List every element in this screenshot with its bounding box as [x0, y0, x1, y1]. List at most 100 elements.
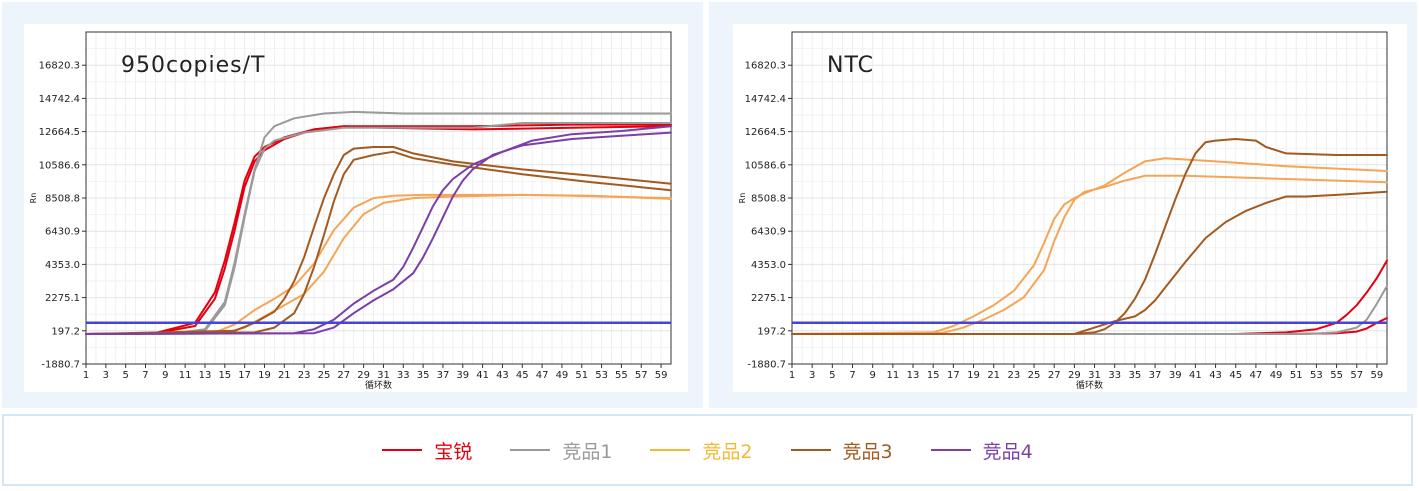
- legend-item-baorui: 宝锐: [382, 437, 472, 464]
- x-tick-label: 25: [1028, 370, 1041, 381]
- x-tick-label: 13: [199, 370, 212, 381]
- y-tick-label: 12664.5: [39, 127, 80, 138]
- series-line-competitor-4: [85, 125, 672, 335]
- y-tick-label: -1880.7: [41, 360, 80, 371]
- x-tick-label: 47: [1250, 370, 1263, 381]
- legend-item-competitor-4: 竞品4: [930, 437, 1033, 464]
- y-tick-label: 8508.8: [751, 194, 786, 205]
- x-tick-label: 23: [298, 370, 311, 381]
- y-tick-label: 16820.3: [745, 61, 786, 72]
- x-tick-label: 33: [397, 370, 410, 381]
- x-tick-label: 55: [1330, 370, 1343, 381]
- x-tick-label: 53: [1310, 370, 1323, 381]
- y-tick-label: 12664.5: [745, 127, 786, 138]
- x-tick-label: 29: [357, 370, 370, 381]
- y-tick-label: 4353.0: [751, 260, 786, 271]
- x-tick-label: 23: [1007, 370, 1020, 381]
- x-tick-label: 9: [869, 370, 875, 381]
- series-line-competitor-3: [85, 146, 672, 335]
- legend-label: 竞品4: [982, 440, 1033, 463]
- x-tick-label: 35: [1129, 370, 1142, 381]
- y-tick-label: 10586.6: [39, 160, 80, 171]
- x-tick-label: 51: [1290, 370, 1303, 381]
- x-tick-label: 57: [1350, 370, 1363, 381]
- x-tick-label: 45: [1229, 370, 1242, 381]
- x-tick-label: 27: [337, 370, 350, 381]
- x-tick-label: 41: [1189, 370, 1202, 381]
- series-line-competitor-1: [791, 285, 1388, 335]
- y-tick-label: 14742.4: [39, 94, 80, 105]
- x-tick-label: 11: [179, 370, 192, 381]
- legend-label: 宝锐: [434, 440, 473, 463]
- x-tick-label: 59: [655, 370, 668, 381]
- x-tick-label: 7: [849, 370, 855, 381]
- x-tick-label: 9: [162, 370, 168, 381]
- x-tick-label: 21: [987, 370, 1000, 381]
- x-tick-label: 59: [1371, 370, 1384, 381]
- chart-title: 950copies/T: [121, 53, 265, 78]
- x-tick-label: 39: [1169, 370, 1182, 381]
- x-tick-label: 1: [789, 370, 795, 381]
- x-tick-label: 17: [238, 370, 251, 381]
- x-tick-label: 49: [1270, 370, 1283, 381]
- x-tick-label: 33: [1108, 370, 1121, 381]
- legend-label: 竞品2: [702, 440, 753, 463]
- legend-swatch: [510, 449, 551, 451]
- y-axis-label: Rn: [738, 193, 747, 204]
- x-tick-label: 37: [437, 370, 450, 381]
- y-tick-label: 2275.1: [45, 293, 80, 304]
- y-tick-label: 4353.0: [45, 260, 80, 271]
- legend-item-competitor-3: 竞品3: [790, 437, 893, 464]
- x-tick-label: 7: [142, 370, 148, 381]
- amplification-chart-ntc: -1880.7 197.2 2275.1 4353.0 6430.9 8508.8 1058…: [733, 24, 1407, 392]
- x-tick-label: 13: [907, 370, 920, 381]
- legend-label: 竞品1: [562, 440, 613, 463]
- y-tick-label: 14742.4: [745, 94, 786, 105]
- x-axis-label: 循环数: [365, 379, 392, 391]
- x-tick-label: 3: [809, 370, 815, 381]
- x-tick-label: 57: [635, 370, 648, 381]
- x-tick-label: 19: [258, 370, 271, 381]
- y-tick-label: -1880.7: [747, 360, 786, 371]
- legend-swatch: [382, 449, 423, 451]
- x-tick-label: 51: [575, 370, 588, 381]
- x-tick-label: 43: [1209, 370, 1222, 381]
- x-tick-label: 35: [417, 370, 430, 381]
- legend-swatch: [790, 449, 831, 451]
- x-tick-label: 45: [516, 370, 529, 381]
- y-tick-label: 10586.6: [745, 160, 786, 171]
- amplification-chart-950copies: -1880.7 197.2 2275.1 4353.0 6430.9 8508.8 1058…: [24, 24, 688, 392]
- x-tick-label: 31: [1088, 370, 1101, 381]
- x-tick-label: 43: [496, 370, 509, 381]
- series-line-competitor-2: [791, 157, 1388, 335]
- x-tick-label: 15: [218, 370, 231, 381]
- y-tick-label: 2275.1: [751, 293, 786, 304]
- series-line-competitor-1: [85, 122, 672, 335]
- series-line-competitor-1: [85, 110, 672, 335]
- series-line-competitor-4: [85, 131, 672, 335]
- x-tick-label: 41: [476, 370, 489, 381]
- x-tick-label: 5: [829, 370, 835, 381]
- x-tick-label: 21: [278, 370, 291, 381]
- x-tick-label: 39: [456, 370, 469, 381]
- chart-title: NTC: [827, 53, 874, 78]
- x-tick-label: 47: [536, 370, 549, 381]
- x-tick-label: 27: [1048, 370, 1061, 381]
- y-tick-label: 6430.9: [751, 227, 786, 238]
- chart-panel-right: -1880.7 197.2 2275.1 4353.0 6430.9 8508.8 1058…: [709, 2, 1417, 408]
- y-tick-label: 6430.9: [45, 227, 80, 238]
- x-tick-label: 49: [556, 370, 569, 381]
- y-tick-label: 8508.8: [45, 194, 80, 205]
- x-tick-label: 5: [122, 370, 128, 381]
- x-tick-label: 15: [927, 370, 940, 381]
- x-axis-label: 循环数: [1076, 379, 1103, 391]
- legend-item-competitor-1: 竞品1: [510, 437, 612, 464]
- legend: 宝锐 竞品1 竞品2 竞品3 竞品4: [2, 414, 1413, 486]
- x-tick-label: 29: [1068, 370, 1081, 381]
- legend-label: 竞品3: [842, 440, 893, 463]
- x-tick-label: 17: [947, 370, 960, 381]
- y-tick-label: 197.2: [51, 326, 80, 337]
- y-axis-label: Rn: [29, 193, 38, 204]
- x-tick-label: 1: [83, 370, 89, 381]
- legend-swatch: [930, 449, 971, 451]
